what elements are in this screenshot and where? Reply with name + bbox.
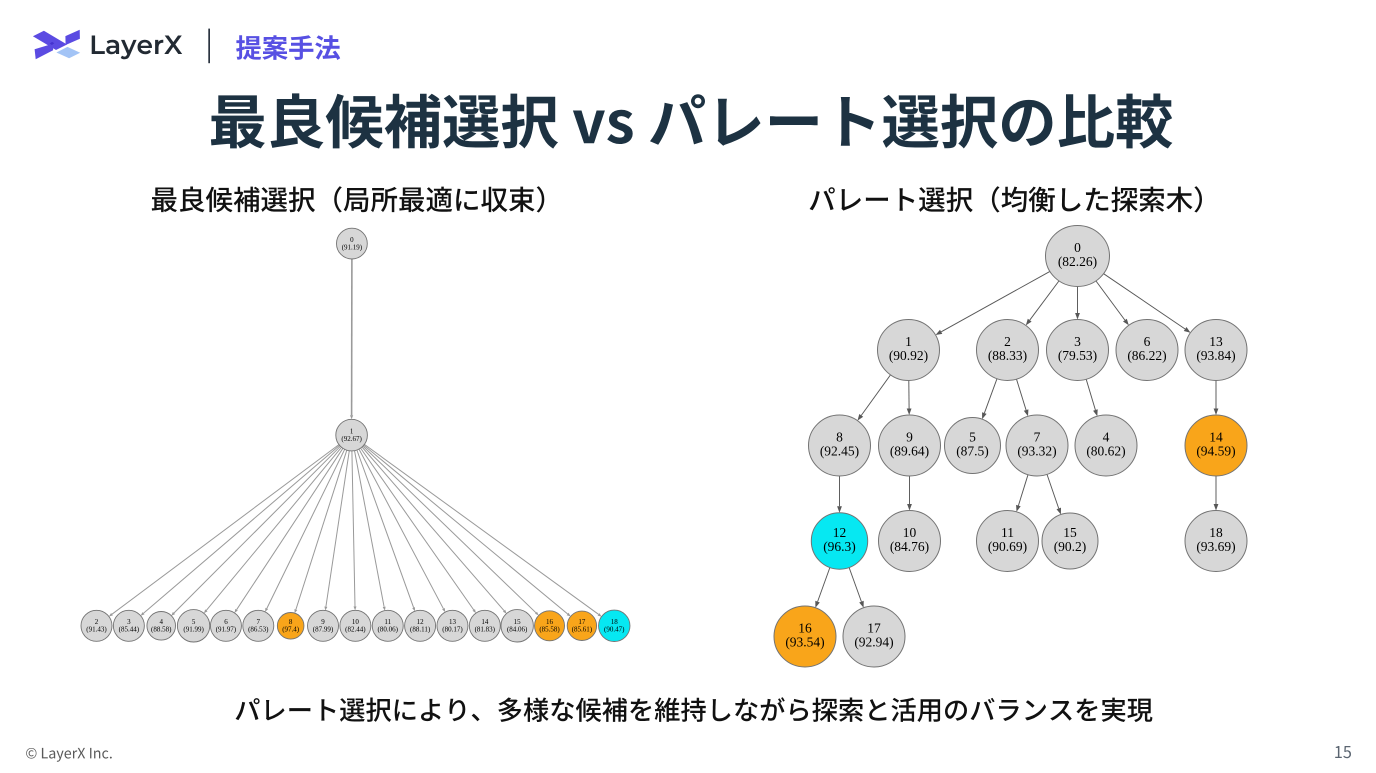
svg-text:(93.69): (93.69) bbox=[1196, 539, 1235, 554]
svg-text:(91.99): (91.99) bbox=[183, 626, 204, 634]
svg-text:(96.3): (96.3) bbox=[823, 539, 856, 554]
svg-text:10: 10 bbox=[903, 525, 917, 540]
svg-text:(91.19): (91.19) bbox=[342, 243, 363, 251]
svg-text:(81.83): (81.83) bbox=[475, 626, 496, 634]
svg-text:(84.06): (84.06) bbox=[507, 626, 528, 634]
svg-text:(80.06): (80.06) bbox=[378, 626, 399, 634]
svg-text:(90.47): (90.47) bbox=[604, 626, 625, 634]
svg-text:9: 9 bbox=[906, 430, 913, 445]
svg-text:12: 12 bbox=[833, 525, 847, 540]
svg-text:5: 5 bbox=[969, 430, 976, 445]
svg-text:3: 3 bbox=[1074, 334, 1081, 349]
svg-text:(97.4): (97.4) bbox=[282, 626, 300, 634]
svg-text:(93.32): (93.32) bbox=[1017, 444, 1056, 459]
svg-text:(94.59): (94.59) bbox=[1196, 444, 1235, 459]
svg-text:18: 18 bbox=[1209, 525, 1223, 540]
svg-text:1: 1 bbox=[905, 334, 912, 349]
svg-text:17: 17 bbox=[867, 621, 881, 636]
svg-text:(85.58): (85.58) bbox=[539, 626, 560, 634]
svg-text:(80.62): (80.62) bbox=[1086, 444, 1125, 459]
svg-text:(93.84): (93.84) bbox=[1196, 348, 1235, 363]
svg-text:(90.69): (90.69) bbox=[988, 539, 1027, 554]
svg-text:(85.61): (85.61) bbox=[572, 626, 593, 634]
svg-text:0: 0 bbox=[1074, 240, 1081, 255]
svg-text:(90.2): (90.2) bbox=[1054, 539, 1087, 554]
svg-text:(84.76): (84.76) bbox=[890, 539, 929, 554]
svg-text:(88.11): (88.11) bbox=[410, 626, 431, 634]
svg-text:15: 15 bbox=[1063, 525, 1077, 540]
svg-text:8: 8 bbox=[836, 430, 843, 445]
svg-text:(82.44): (82.44) bbox=[345, 626, 366, 634]
svg-text:2: 2 bbox=[1004, 334, 1011, 349]
svg-text:(85.44): (85.44) bbox=[119, 626, 140, 634]
svg-text:16: 16 bbox=[798, 621, 812, 636]
svg-text:(88.58): (88.58) bbox=[151, 626, 172, 634]
svg-text:(80.17): (80.17) bbox=[442, 626, 463, 634]
svg-text:(89.64): (89.64) bbox=[890, 444, 929, 459]
svg-text:7: 7 bbox=[1034, 430, 1041, 445]
svg-text:(90.92): (90.92) bbox=[889, 348, 928, 363]
svg-text:(82.26): (82.26) bbox=[1058, 254, 1097, 269]
svg-text:(91.97): (91.97) bbox=[216, 626, 237, 634]
svg-text:(91.43): (91.43) bbox=[86, 626, 107, 634]
svg-text:13: 13 bbox=[1209, 334, 1223, 349]
svg-text:(92.94): (92.94) bbox=[854, 635, 893, 650]
svg-text:4: 4 bbox=[1103, 430, 1110, 445]
svg-text:(79.53): (79.53) bbox=[1058, 348, 1097, 363]
svg-text:(87.99): (87.99) bbox=[313, 626, 334, 634]
svg-text:6: 6 bbox=[1144, 334, 1151, 349]
svg-text:(92.67): (92.67) bbox=[341, 435, 362, 443]
svg-text:14: 14 bbox=[1209, 430, 1223, 445]
svg-text:(92.45): (92.45) bbox=[820, 444, 859, 459]
svg-text:(93.54): (93.54) bbox=[785, 635, 824, 650]
svg-text:(88.33): (88.33) bbox=[988, 348, 1027, 363]
svg-text:(87.5): (87.5) bbox=[956, 444, 989, 459]
svg-text:11: 11 bbox=[1001, 525, 1014, 540]
svg-text:(86.22): (86.22) bbox=[1127, 348, 1166, 363]
svg-text:(86.53): (86.53) bbox=[248, 626, 269, 634]
